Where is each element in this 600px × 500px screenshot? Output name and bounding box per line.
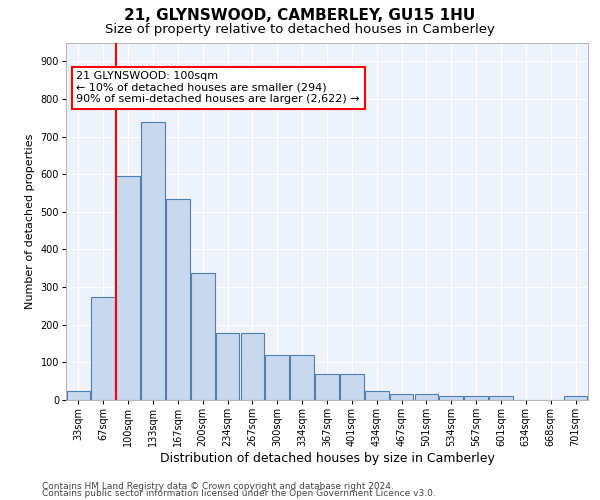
Bar <box>439 396 463 400</box>
Bar <box>489 396 513 400</box>
Bar <box>290 355 314 400</box>
Bar <box>265 355 289 400</box>
Bar <box>91 296 115 400</box>
Bar <box>241 333 264 400</box>
Bar <box>415 394 438 400</box>
Y-axis label: Number of detached properties: Number of detached properties <box>25 134 35 309</box>
Bar <box>166 198 190 400</box>
X-axis label: Distribution of detached houses by size in Camberley: Distribution of detached houses by size … <box>160 452 494 465</box>
Bar <box>67 390 90 400</box>
Text: 21, GLYNSWOOD, CAMBERLEY, GU15 1HU: 21, GLYNSWOOD, CAMBERLEY, GU15 1HU <box>124 8 476 22</box>
Bar <box>464 396 488 400</box>
Bar <box>216 333 239 400</box>
Bar <box>191 273 215 400</box>
Text: Contains public sector information licensed under the Open Government Licence v3: Contains public sector information licen… <box>42 489 436 498</box>
Bar <box>315 374 339 400</box>
Text: Size of property relative to detached houses in Camberley: Size of property relative to detached ho… <box>105 22 495 36</box>
Bar <box>340 374 364 400</box>
Bar <box>564 396 587 400</box>
Bar <box>365 390 389 400</box>
Bar <box>116 176 140 400</box>
Text: 21 GLYNSWOOD: 100sqm
← 10% of detached houses are smaller (294)
90% of semi-deta: 21 GLYNSWOOD: 100sqm ← 10% of detached h… <box>76 71 360 104</box>
Bar <box>141 122 165 400</box>
Text: Contains HM Land Registry data © Crown copyright and database right 2024.: Contains HM Land Registry data © Crown c… <box>42 482 394 491</box>
Bar <box>390 394 413 400</box>
